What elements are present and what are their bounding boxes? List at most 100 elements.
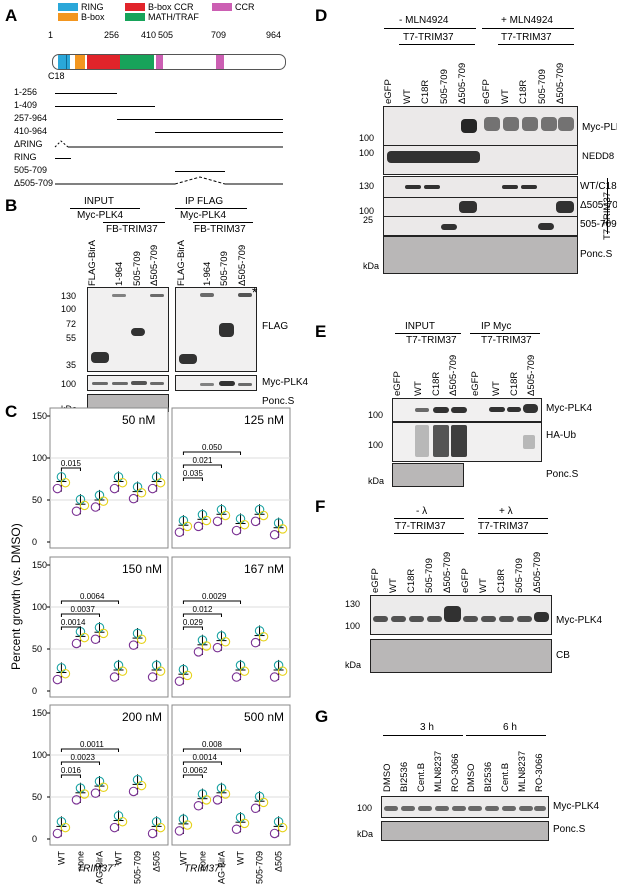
b-ip-flag-blot <box>175 287 257 372</box>
band <box>238 383 252 386</box>
c-pvalue-bracket <box>182 613 222 617</box>
pos-505: 505 <box>158 30 174 40</box>
b-mw-72: 72 <box>66 319 77 329</box>
c-data-point <box>201 641 212 651</box>
f-plus-label: + λ <box>499 506 513 517</box>
d-side-label: T7-TRIM37 <box>602 191 613 240</box>
c-group-label-text-2: TRIM37 <box>184 863 220 875</box>
band <box>499 616 514 622</box>
band <box>427 616 442 622</box>
band <box>391 616 406 622</box>
c-data-point <box>182 521 193 532</box>
g-lane-1: DMSO <box>382 763 393 793</box>
c-data-point <box>136 780 147 791</box>
e-plk4-blot <box>392 398 542 422</box>
band <box>485 806 499 811</box>
c-conc-label: 167 nM <box>244 562 284 576</box>
e-haub-label: HA-Ub <box>546 430 577 441</box>
c-data-point <box>109 483 120 494</box>
d-lane-7: WT <box>500 89 511 104</box>
c-data-point <box>258 797 269 808</box>
f-lane-1: eGFP <box>370 568 381 593</box>
c-data-point <box>174 676 185 687</box>
f-trim-underline-1 <box>394 533 464 534</box>
band <box>409 616 424 622</box>
d-plk4-blot <box>383 106 578 146</box>
b-ip-underline <box>175 208 247 209</box>
c-pvalue-label: 0.0014 <box>192 753 217 762</box>
band <box>519 806 533 811</box>
g-lane-8: Cent.B <box>500 762 511 792</box>
band <box>538 223 554 230</box>
c-pvalue-bracket <box>60 626 81 630</box>
d-plus-underline <box>482 28 574 29</box>
c-category-label: WT <box>56 851 66 865</box>
pos-256: 256 <box>104 30 120 40</box>
band <box>461 119 477 133</box>
c-pvalue-bracket <box>182 774 203 778</box>
f-trim-label-2: T7-TRIM37 <box>478 521 529 532</box>
c-data-point <box>220 510 231 521</box>
c-category-label: Δ505 <box>152 851 162 872</box>
c-ytick: 100 <box>32 750 47 760</box>
f-mw-100: 100 <box>345 621 361 631</box>
c-conc-label: 150 nM <box>122 562 162 576</box>
c-data-point <box>212 516 223 527</box>
b-mw-100: 100 <box>61 304 77 314</box>
construct-line-ring <box>55 158 71 159</box>
band <box>433 407 449 413</box>
d-wtc18r-label: WT/C18R <box>580 181 617 192</box>
domain-ccr-2 <box>216 55 224 69</box>
g-kda-label: kDa <box>357 829 374 839</box>
construct-line-505-709 <box>175 171 225 172</box>
construct-1-256: 1-256 <box>14 87 38 97</box>
band <box>534 612 549 622</box>
g-mw-100: 100 <box>357 803 373 813</box>
band <box>112 294 126 297</box>
c-data-point <box>269 672 280 682</box>
legend-swatch-bbox <box>58 13 78 21</box>
legend-label-bbox: B-box <box>81 12 105 22</box>
c-ytick: 0 <box>32 834 37 844</box>
band <box>541 117 557 131</box>
c-data-point <box>277 822 288 833</box>
band <box>401 806 415 811</box>
c-conc-label: 50 nM <box>122 413 155 427</box>
d-lane-4: 505-709 <box>439 69 450 104</box>
f-mw-130: 130 <box>345 599 361 609</box>
band <box>441 224 457 230</box>
b-asterisk: * <box>252 284 258 300</box>
d-d505-label: Δ505-709 <box>580 200 617 211</box>
c-data-point <box>231 824 242 835</box>
domain-ccr-1 <box>156 55 163 69</box>
c-data-point <box>109 672 120 682</box>
c-pvalue-bracket <box>182 600 242 604</box>
c-data-point <box>212 642 223 653</box>
legend-swatch-ring <box>58 3 78 11</box>
c-pvalue-bracket <box>182 748 242 752</box>
g-plk4-blot <box>381 796 549 818</box>
c-conc-label: 500 nM <box>244 710 284 724</box>
f-lane-10: Δ505-709 <box>532 551 543 593</box>
d-minus-underline <box>384 28 476 29</box>
construct-line-d505-709 <box>55 176 283 185</box>
c-data-point <box>193 800 204 811</box>
f-lane-5: Δ505-709 <box>442 551 453 593</box>
c-pvalue-bracket <box>182 626 203 630</box>
c-data-point <box>60 668 71 679</box>
pos-1: 1 <box>48 30 54 40</box>
d-minus-label: - MLN4924 <box>399 15 449 26</box>
c-data-point <box>220 789 231 799</box>
d-lane-2: WT <box>402 89 413 104</box>
band <box>415 425 429 457</box>
c-data-point <box>193 647 204 657</box>
f-plus-underline <box>478 518 548 519</box>
c-data-point <box>174 527 185 538</box>
c-data-point <box>90 634 101 645</box>
f-lane-6: eGFP <box>460 568 471 593</box>
c-category-label: WT <box>236 851 246 865</box>
band <box>219 323 234 337</box>
band <box>200 293 214 297</box>
band <box>481 616 496 622</box>
c-data-point <box>147 672 158 682</box>
